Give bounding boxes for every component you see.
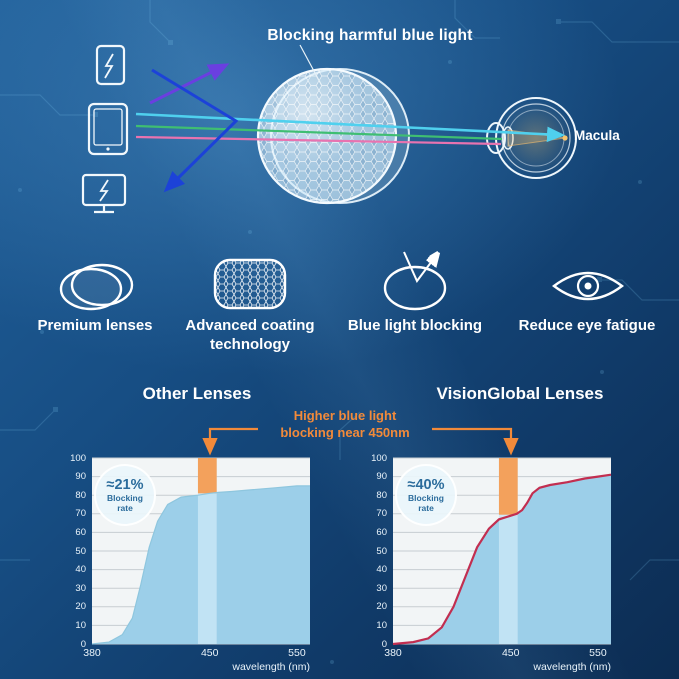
annotation-higher-blocking: Higher blue light blocking near 450nm: [258, 408, 432, 442]
x-tick-label: 450: [200, 647, 219, 659]
blue-light-deflect-icon: [383, 252, 447, 311]
features-icons: [59, 250, 624, 311]
tablet-icon: [87, 102, 129, 156]
feature-label-blue-light-blocking: Blue light blocking: [347, 317, 483, 334]
y-tick-label: 30: [75, 582, 86, 594]
blocking-rate-badge: ≈40% Blocking rate: [395, 464, 457, 526]
reflected-blue-arrow: [151, 68, 239, 193]
curve-line: [392, 473, 612, 646]
y-tick-label: 10: [75, 619, 86, 631]
chart-visionglobal-lenses: ≈40% Blocking rate 0 10 20 30 40 50 60 70 80 90 10…: [367, 450, 617, 679]
y-tick-label: 40: [75, 564, 86, 576]
diagram-title: Blocking harmful blue light: [267, 27, 473, 44]
y-tick-label: 80: [75, 489, 86, 501]
x-axis-title: wavelength (nm): [232, 661, 310, 673]
y-tick-label: 60: [75, 526, 86, 538]
y-tick-label: 100: [70, 452, 86, 464]
feature-label-advanced-coating: Advanced coating technology: [185, 317, 315, 354]
chart-title-visionglobal-lenses: VisionGlobal Lenses: [436, 384, 604, 403]
coated-lens-graphic: [256, 67, 410, 205]
monitor-icon: [81, 173, 127, 214]
badge-value: ≈21%: [106, 476, 144, 493]
feature-label-premium-lenses: Premium lenses: [37, 317, 153, 334]
y-tick-label: 30: [376, 582, 387, 594]
x-axis-title: wavelength (nm): [533, 661, 611, 673]
x-tick-label: 550: [288, 647, 306, 659]
reduce-eye-fatigue-icon: [552, 271, 624, 301]
premium-lens-icon: [59, 263, 134, 311]
chart-title-other-lenses: Other Lenses: [142, 384, 252, 403]
y-tick-label: 60: [376, 526, 387, 538]
band-450nm: [197, 458, 217, 644]
y-tick-label: 100: [371, 452, 387, 464]
macula-label: Macula: [574, 128, 620, 143]
badge-value: ≈40%: [407, 476, 445, 493]
y-tick-label: 70: [376, 508, 387, 520]
curve-line: [91, 485, 310, 645]
tablet-small-icon: [95, 44, 126, 86]
highlight-450nm: [498, 458, 518, 515]
y-tick-label: 90: [376, 471, 387, 483]
connector-left-arrow: [202, 427, 258, 456]
light-rays: [135, 112, 566, 146]
y-tick-label: 20: [75, 601, 86, 613]
x-tick-label: 380: [384, 647, 402, 659]
y-tick-label: 20: [376, 601, 387, 613]
connector-right-arrow: [432, 427, 519, 456]
blocking-rate-badge: ≈21% Blocking rate: [94, 464, 156, 526]
y-tick-label: 0: [80, 638, 86, 650]
annotation-line2: blocking near 450nm: [280, 424, 410, 440]
y-tick-label: 70: [75, 508, 86, 520]
title-leader-line: [299, 44, 323, 87]
y-tick-label: 50: [75, 545, 86, 557]
chart-plot-1: [392, 457, 612, 646]
x-tick-label: 550: [589, 647, 607, 659]
y-tick-label: 0: [381, 638, 387, 650]
y-tick-label: 90: [75, 471, 86, 483]
macula-point: [562, 135, 568, 141]
feature-label-reduce-eye-fatigue: Reduce eye fatigue: [518, 317, 656, 334]
chart-other-lenses: ≈21% Blocking rate 0 10 20 30 40 50 60 70 80 90 10…: [66, 450, 316, 679]
x-tick-label: 450: [501, 647, 520, 659]
reflected-violet-arrow: [149, 63, 230, 105]
y-tick-label: 10: [376, 619, 387, 631]
badge-label: Blocking rate: [107, 492, 143, 513]
x-tick-label: 380: [83, 647, 101, 659]
y-tick-label: 80: [376, 489, 387, 501]
y-tick-label: 40: [376, 564, 387, 576]
highlight-450nm: [197, 458, 217, 494]
y-tick-label: 50: [376, 545, 387, 557]
badge-label: Blocking rate: [408, 492, 444, 513]
eye-anatomy-graphic: [486, 97, 577, 179]
honeycomb-coating-icon: [213, 258, 287, 310]
annotation-line1: Higher blue light: [293, 408, 397, 423]
